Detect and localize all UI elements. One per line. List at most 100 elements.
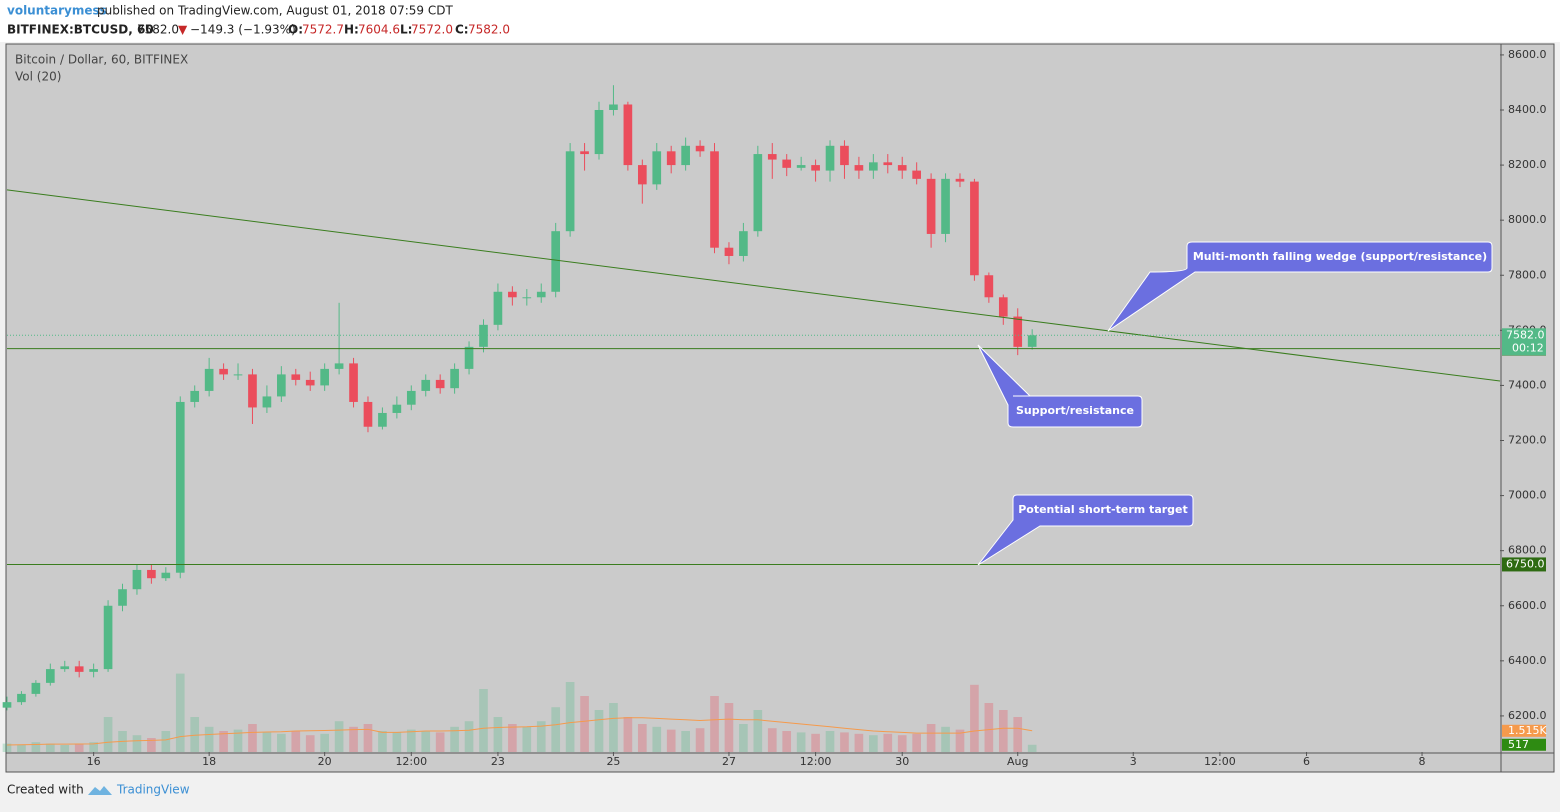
c-label: C: [455, 23, 469, 37]
volume-bar [204, 726, 214, 752]
y-tick-label: 7400.0 [1508, 378, 1547, 391]
volume-bar [681, 731, 690, 752]
trend-line [6, 189, 1501, 382]
y-tick-label: 8400.0 [1508, 103, 1547, 116]
callout-box [977, 494, 1194, 566]
volume-bar [637, 724, 647, 752]
volume-bar [233, 729, 243, 752]
volume-bar [74, 743, 84, 752]
candle-body [710, 151, 719, 248]
x-tick-label: 16 [87, 755, 101, 768]
volume-bar [89, 742, 98, 752]
x-tick-label: 12:00 [395, 755, 427, 768]
candle-body [233, 374, 243, 376]
candle-body [262, 396, 272, 408]
volume-bar [190, 717, 200, 752]
candle-body [565, 151, 575, 232]
candle-body [464, 346, 474, 369]
volume-bar [349, 726, 358, 752]
volume-bar [609, 703, 618, 752]
candle-body [435, 379, 445, 389]
volume-bar [262, 732, 272, 752]
l: 7572.0 [411, 23, 453, 37]
volume-bar [854, 733, 864, 752]
candle-body [60, 666, 70, 670]
y-tick-label: 6200.0 [1508, 709, 1547, 722]
x-tick-label: 8 [1419, 755, 1426, 768]
volume-bar [796, 732, 806, 752]
candle-body [161, 572, 171, 579]
volume-bar [522, 726, 532, 752]
volume-bar [103, 717, 113, 752]
last-price-label: 7582.0 [1506, 328, 1545, 341]
candle-body [31, 682, 41, 694]
candle-body [854, 165, 864, 171]
x-tick-label: Aug [1007, 755, 1028, 768]
volume-bar [161, 731, 171, 752]
volume-bar [782, 731, 792, 752]
candle-body [277, 374, 286, 397]
candle-body [580, 151, 589, 155]
volume-bar [450, 726, 459, 752]
candle-body [609, 104, 618, 110]
o-label: O: [288, 23, 303, 37]
volume-bar [739, 724, 748, 752]
volume-bar [175, 673, 185, 752]
level-tag-label: 6750.0 [1506, 557, 1545, 570]
footer-created: Created with [7, 783, 84, 797]
last-price-tag [1502, 328, 1546, 356]
volume-bar [580, 696, 589, 752]
volume-bar [277, 733, 286, 752]
volume-bar [695, 728, 705, 752]
candle-body [998, 297, 1008, 317]
candle-body [681, 145, 690, 166]
volume-bar [984, 703, 994, 752]
candle-body [89, 669, 98, 672]
candle-body [132, 569, 142, 590]
volume-bar [406, 729, 416, 752]
candle-body [984, 275, 994, 298]
candle-body [623, 104, 633, 166]
candle-body [334, 363, 344, 369]
callout-text: Multi-month falling wedge (support/resis… [1193, 250, 1487, 263]
volume-bar [970, 684, 979, 752]
candle-body [840, 145, 849, 166]
candle-body [248, 374, 257, 408]
countdown: 00:12 [1512, 341, 1544, 354]
volume-bar [998, 710, 1008, 752]
volume-bar [2, 743, 12, 752]
volume-bar [955, 729, 965, 752]
x-tick-label: 3 [1130, 755, 1137, 768]
y-tick-label: 6400.0 [1508, 654, 1547, 667]
x-tick-label: 30 [895, 755, 909, 768]
author[interactable]: voluntarymess [7, 4, 107, 18]
x-tick-label: 20 [318, 755, 332, 768]
l-label: L: [400, 23, 412, 37]
candle-body [637, 165, 647, 185]
volume-bar [536, 721, 546, 752]
volume-bar [508, 724, 517, 752]
candle-body [508, 291, 517, 298]
candle-body [796, 165, 806, 168]
candle-body [869, 162, 878, 171]
header-bg [0, 0, 1560, 42]
candle-body [551, 231, 561, 292]
footer-brand[interactable]: TradingView [116, 783, 190, 797]
candle-body [190, 390, 200, 402]
candle-body [955, 178, 965, 182]
volume-bar [565, 682, 575, 752]
volume-bar [392, 732, 402, 752]
last: 7582.0 [137, 23, 179, 37]
volume-bar [320, 733, 329, 752]
candle-body [652, 151, 662, 185]
plot: 6200.0 6400.0 6600.0 6800.0 7000.0 7200.0 7400… [2, 48, 1547, 768]
chart-bg [5, 43, 1555, 773]
volume-bar [825, 731, 835, 752]
callout-box [1107, 241, 1493, 332]
candle-body [103, 605, 113, 670]
volume-bar [493, 717, 503, 752]
candle-body [493, 291, 503, 325]
candle-body [1027, 335, 1037, 347]
candle-body [695, 145, 705, 152]
